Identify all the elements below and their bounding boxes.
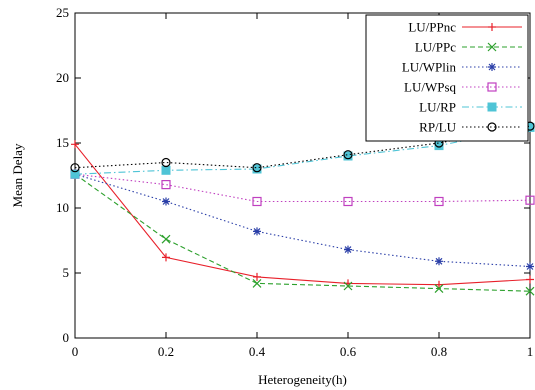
y-tick-label: 25 <box>56 5 69 20</box>
y-tick-label: 0 <box>63 330 70 345</box>
star-marker <box>253 227 261 236</box>
y-tick-label: 5 <box>63 265 70 280</box>
square-marker <box>434 196 444 207</box>
square-marker <box>161 165 171 175</box>
series-line <box>74 143 531 286</box>
legend-box <box>365 14 529 142</box>
legend-label: RP/LU <box>419 120 456 135</box>
x-marker <box>525 286 535 296</box>
legend-sample <box>462 23 522 31</box>
x-marker <box>487 42 497 52</box>
series-line <box>74 173 531 203</box>
circle-marker <box>252 163 262 173</box>
square-marker <box>252 196 262 207</box>
legend-sample <box>462 102 522 112</box>
x-axis-label: Heterogeneity(h) <box>258 372 347 387</box>
plus-marker <box>162 253 170 262</box>
plus-marker <box>435 280 443 289</box>
plus-marker <box>71 140 79 149</box>
star-marker <box>435 257 443 266</box>
legend-label: LU/PPc <box>415 40 456 55</box>
circle-marker <box>487 122 497 132</box>
square-marker <box>487 82 497 92</box>
legend-label: LU/RP <box>419 100 456 115</box>
square-marker <box>487 102 497 112</box>
y-tick-label: 10 <box>56 200 69 215</box>
plus-marker <box>488 23 496 31</box>
x-tick-label: 0 <box>72 344 79 359</box>
x-tick-label: 0.8 <box>431 344 447 359</box>
square-marker <box>70 169 80 179</box>
series-lu-ppnc <box>71 140 534 289</box>
y-tick-label: 20 <box>56 70 69 85</box>
x-tick-label: 0.4 <box>249 344 266 359</box>
star-marker <box>162 197 170 206</box>
circle-marker <box>70 163 80 173</box>
x-tick-label: 0.6 <box>340 344 357 359</box>
series-line <box>74 173 531 292</box>
legend-sample <box>462 63 522 71</box>
legend-sample <box>462 42 522 52</box>
x-marker <box>161 234 171 244</box>
x-tick-label: 1 <box>527 344 534 359</box>
legend-sample <box>462 82 522 92</box>
legend: LU/PPnc LU/PPc LU/WPlin LU/WPsq LU/RP RP… <box>402 20 457 135</box>
star-marker <box>488 63 496 71</box>
x-marker <box>434 284 444 294</box>
y-tick-label: 15 <box>56 135 69 150</box>
series-lu-wpsq <box>70 169 535 207</box>
circle-marker <box>161 157 171 168</box>
square-marker <box>343 196 353 207</box>
star-marker <box>344 245 352 254</box>
legend-label: LU/PPnc <box>408 20 456 35</box>
y-tick-labels: 0 5 10 15 20 25 <box>56 5 69 345</box>
square-marker <box>525 195 535 205</box>
plus-marker <box>526 275 534 284</box>
y-axis-label: Mean Delay <box>10 143 25 207</box>
square-marker <box>434 141 444 151</box>
star-marker <box>526 262 534 271</box>
series-lu-ppc <box>70 169 535 296</box>
legend-sample <box>462 122 522 132</box>
x-tick-labels: 0 0.2 0.4 0.6 0.8 1 <box>72 344 534 359</box>
series-line <box>74 126 531 175</box>
series-line <box>74 173 531 268</box>
x-tick-label: 0.2 <box>158 344 174 359</box>
circle-marker <box>343 150 353 160</box>
x-marker <box>252 278 262 288</box>
legend-label: LU/WPsq <box>404 80 457 95</box>
square-marker <box>161 180 171 190</box>
x-marker <box>343 281 353 291</box>
plus-marker <box>253 272 261 281</box>
legend-label: LU/WPlin <box>402 60 457 75</box>
